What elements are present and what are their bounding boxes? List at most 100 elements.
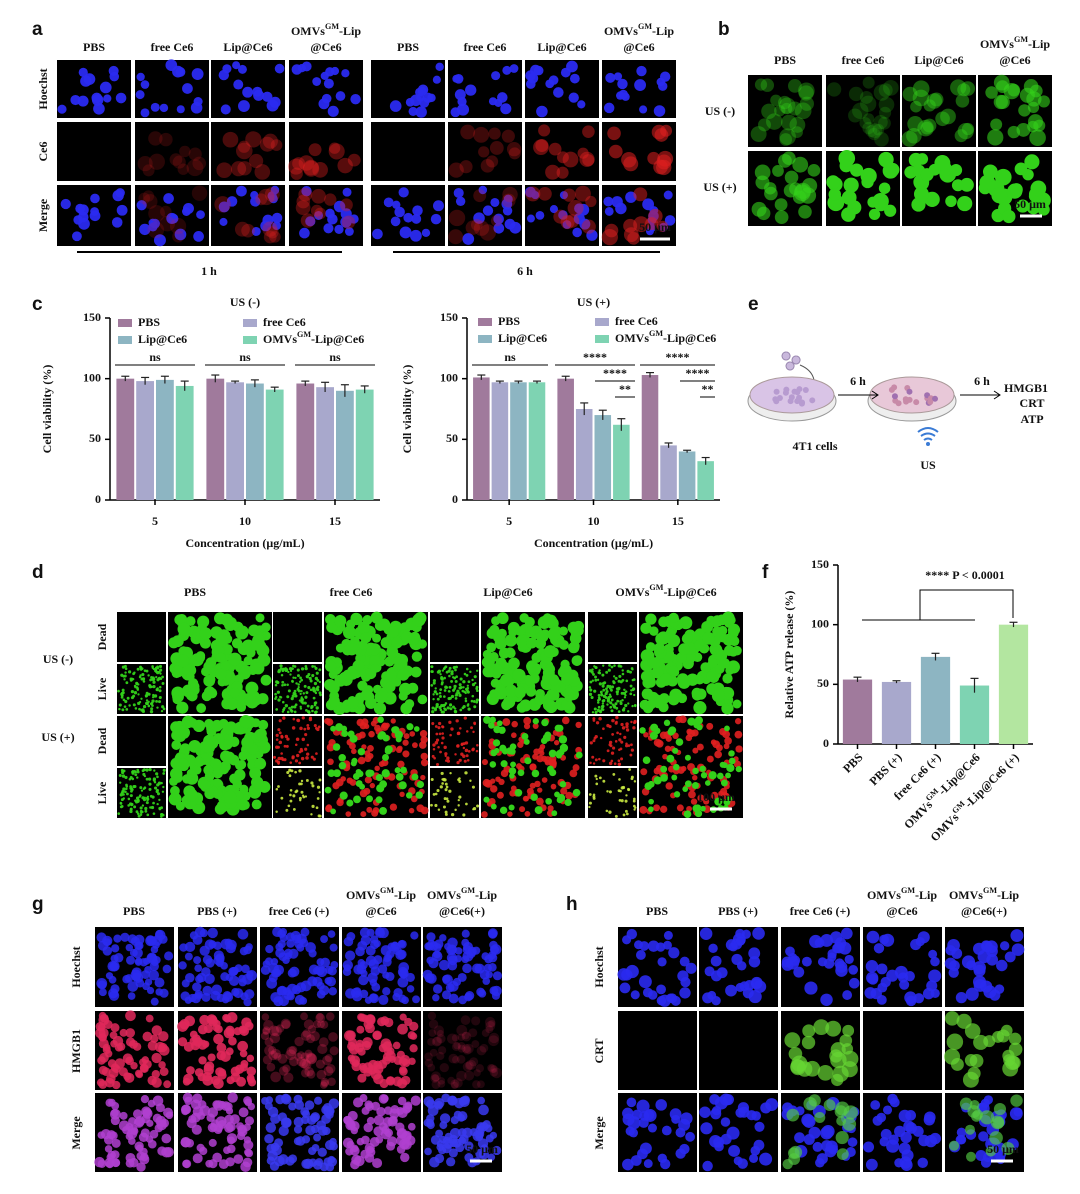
cell [534, 806, 543, 815]
cell [355, 768, 362, 775]
cell [341, 215, 356, 229]
cell [597, 693, 601, 697]
cell [973, 964, 986, 977]
cell [296, 943, 305, 952]
cell [383, 1106, 393, 1115]
cell [464, 748, 469, 753]
cell [561, 672, 574, 686]
cell [367, 744, 374, 752]
cell [126, 955, 136, 965]
cell [300, 1115, 310, 1125]
cell [912, 89, 930, 107]
cell [369, 655, 381, 667]
cell [97, 1159, 107, 1168]
bar [697, 461, 714, 500]
cell [454, 947, 463, 955]
cell [318, 778, 322, 782]
cell [967, 1066, 981, 1080]
cell [671, 774, 678, 781]
micrograph [57, 122, 131, 181]
cell [441, 782, 444, 785]
cell [741, 929, 751, 939]
panel-label: e [748, 294, 759, 315]
cell [605, 809, 609, 813]
cell [121, 688, 125, 692]
label: 1 h [201, 264, 217, 278]
micrograph-background [211, 122, 285, 181]
cell [308, 143, 322, 157]
cell [151, 699, 155, 703]
cell [120, 798, 124, 802]
significance-label: ns [149, 350, 161, 364]
cell [327, 1155, 336, 1164]
cell [738, 1106, 750, 1118]
cell [164, 951, 174, 961]
cell [489, 945, 499, 955]
cell [685, 734, 693, 742]
cell [145, 768, 149, 772]
cell [535, 694, 546, 705]
cell [722, 730, 730, 739]
micrograph-background [602, 185, 676, 246]
bar [920, 656, 951, 744]
cell [288, 1102, 297, 1111]
cell [617, 759, 621, 763]
cell [319, 693, 322, 697]
cell [339, 791, 348, 800]
y-tick-label: 0 [95, 492, 101, 506]
cell [606, 749, 610, 753]
cell [305, 691, 309, 695]
cell [794, 102, 812, 120]
column-header: Lip@Ce6 [483, 585, 532, 599]
cell [315, 726, 318, 730]
cell [299, 747, 303, 751]
cell [791, 388, 798, 395]
cell [712, 626, 723, 638]
micrograph [273, 664, 322, 714]
cell [541, 777, 548, 783]
cell [420, 774, 426, 781]
cell [737, 1158, 748, 1169]
legend-swatch [478, 318, 492, 326]
cell [625, 728, 630, 732]
cell [591, 679, 595, 682]
cell [361, 1040, 372, 1051]
cell [547, 627, 561, 641]
micrograph [117, 716, 166, 766]
cell [281, 710, 285, 713]
cell [377, 716, 384, 723]
cell [787, 101, 802, 116]
cell [694, 639, 707, 652]
cell [207, 1053, 216, 1062]
micrograph [448, 60, 522, 118]
cell [146, 795, 150, 798]
cell [314, 666, 318, 670]
cell [281, 680, 285, 684]
column-header: PBS [123, 904, 145, 918]
cell [369, 978, 378, 987]
cell [238, 100, 250, 112]
cell [643, 1110, 655, 1121]
cell [145, 701, 149, 706]
micrograph [288, 122, 363, 181]
cell [249, 153, 264, 169]
cell [274, 695, 278, 699]
micrograph [135, 185, 209, 247]
cell [125, 1152, 136, 1163]
cell [97, 940, 109, 951]
cell [434, 707, 438, 711]
cell [624, 694, 627, 697]
cell [373, 1126, 384, 1137]
cell [640, 622, 652, 634]
cell [398, 781, 407, 790]
cell [284, 948, 293, 958]
cell [323, 1066, 334, 1077]
cell [467, 680, 471, 684]
cell [601, 673, 605, 677]
cell [947, 938, 960, 952]
cell [399, 1138, 410, 1150]
cell [358, 1013, 367, 1022]
cell [363, 787, 371, 795]
cell [440, 677, 444, 681]
cell [300, 1012, 308, 1021]
